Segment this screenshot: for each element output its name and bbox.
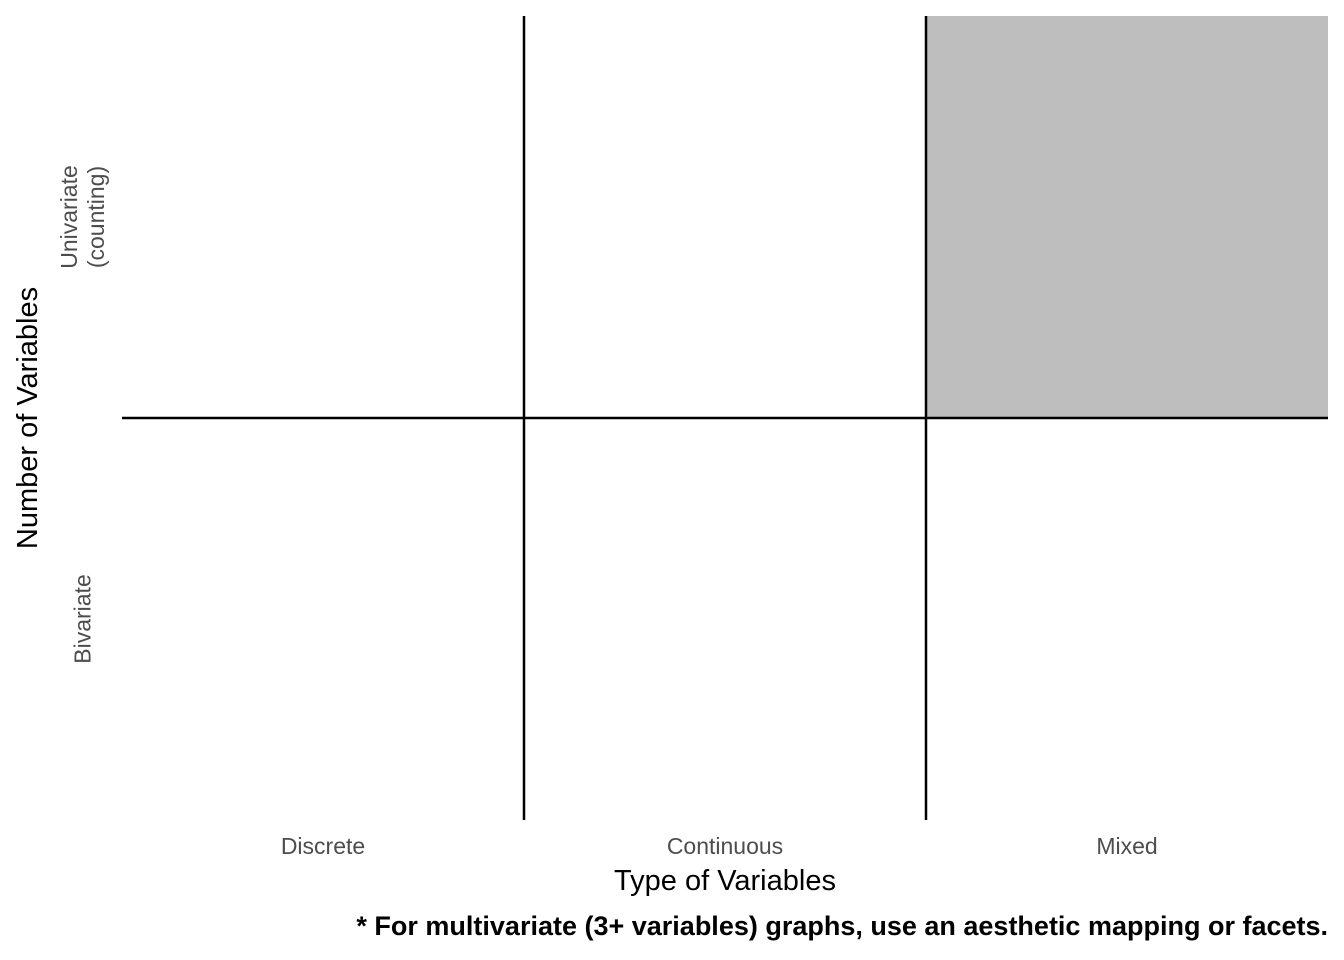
y-tick-bivariate: Bivariate <box>69 574 96 664</box>
shaded-cell-mixed <box>926 16 1328 418</box>
x-tick-continuous: Continuous <box>666 833 784 859</box>
x-axis-title: Type of Variables <box>614 865 836 897</box>
x-tick-mixed: Mixed <box>1096 833 1158 859</box>
y-axis-title: Number of Variables <box>12 286 44 550</box>
grid-lines-layer <box>122 16 1328 820</box>
footnote-caption: * For multivariate (3+ variables) graphs… <box>356 911 1328 941</box>
y-tick-univariate: Univariate (counting) <box>56 165 109 269</box>
x-tick-discrete: Discrete <box>280 833 366 859</box>
cells-layer <box>926 16 1328 418</box>
